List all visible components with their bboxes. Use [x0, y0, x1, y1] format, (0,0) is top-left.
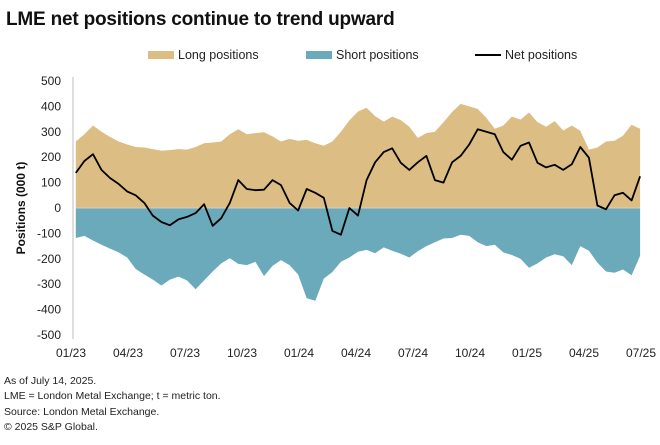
footnote-copyright: © 2025 S&P Global.: [4, 420, 98, 433]
y-tick-label: -200: [37, 252, 61, 266]
y-tick-label: -400: [37, 303, 61, 317]
long-positions-area: [75, 103, 641, 208]
x-tick-label: 07/25: [626, 346, 656, 360]
area-layer: [75, 103, 641, 301]
x-tick-label: 01/25: [512, 346, 542, 360]
footnotes: As of July 14, 2025. LME = London Metal …: [4, 374, 221, 435]
legend-label-long: Long positions: [178, 48, 259, 62]
y-tick-label: 500: [41, 74, 61, 88]
footnote-source: Source: London Metal Exchange.: [4, 405, 160, 418]
x-tick-label: 04/23: [113, 346, 143, 360]
y-axis-ticks: 500 400 300 200 100 0 -100 -200 -300 -400 -500: [37, 74, 61, 342]
legend-label-short: Short positions: [336, 48, 419, 62]
x-tick-label: 01/23: [56, 346, 86, 360]
y-tick-label: 300: [41, 125, 61, 139]
legend-swatch-long: [148, 51, 174, 59]
short-positions-area: [75, 208, 641, 301]
y-tick-label: 0: [54, 201, 61, 215]
x-tick-label: 07/24: [398, 346, 428, 360]
x-tick-label: 04/25: [569, 346, 599, 360]
chart-title: LME net positions continue to trend upwa…: [6, 9, 395, 30]
x-tick-label: 10/23: [227, 346, 257, 360]
legend-swatch-net: [475, 54, 501, 56]
legend-item-net: Net positions: [475, 48, 577, 62]
footnote-date: As of July 14, 2025.: [4, 375, 97, 387]
legend-item-short: Short positions: [306, 48, 419, 62]
y-tick-label: -100: [37, 226, 61, 240]
legend: Long positions Short positions Net posit…: [0, 48, 660, 66]
y-tick-label: -500: [37, 328, 61, 342]
y-tick-label: 100: [41, 176, 61, 190]
legend-swatch-short: [306, 51, 332, 59]
net-line-layer: [75, 128, 641, 236]
x-tick-label: 04/24: [341, 346, 371, 360]
x-tick-label: 10/24: [455, 346, 485, 360]
y-tick-label: 200: [41, 150, 61, 164]
y-axis-label: Positions (000 t): [14, 162, 28, 255]
net-positions-line: [75, 128, 641, 236]
legend-label-net: Net positions: [505, 48, 578, 62]
footnote-abbreviations: LME = London Metal Exchange; t = metric …: [4, 390, 221, 403]
legend-item-long: Long positions: [148, 48, 259, 62]
x-tick-label: 01/24: [284, 346, 314, 360]
y-tick-label: 400: [41, 99, 61, 113]
x-axis-ticks: 01/23 04/23 07/23 10/23 01/24 04/24 07/24 10/24…: [56, 346, 656, 360]
x-tick-label: 07/23: [170, 346, 200, 360]
y-tick-label: -300: [37, 277, 61, 291]
